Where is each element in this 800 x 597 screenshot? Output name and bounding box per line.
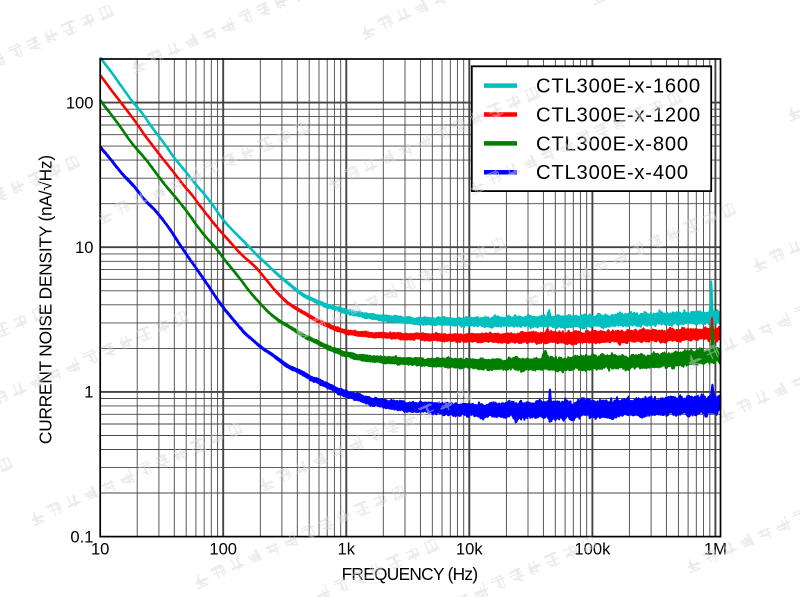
svg-text:100k: 100k [574,540,611,559]
svg-text:CTL300E-x-1600: CTL300E-x-1600 [536,76,701,98]
svg-text:1k: 1k [338,540,356,559]
svg-text:0.1: 0.1 [70,527,93,546]
svg-text:10k: 10k [456,540,483,559]
svg-text:CTL300E-x-400: CTL300E-x-400 [536,162,689,184]
svg-text:10: 10 [91,540,109,559]
svg-text:100: 100 [209,540,237,559]
svg-text:10: 10 [75,238,93,257]
svg-text:CURRENT NOISE DENSITY (nA/√Hz): CURRENT NOISE DENSITY (nA/√Hz) [35,155,55,444]
svg-text:100: 100 [66,93,94,112]
svg-text:CTL300E-x-1200: CTL300E-x-1200 [536,104,701,126]
svg-text:CTL300E-x-800: CTL300E-x-800 [536,133,689,155]
svg-text:1M: 1M [704,540,727,559]
svg-text:1: 1 [84,383,93,402]
